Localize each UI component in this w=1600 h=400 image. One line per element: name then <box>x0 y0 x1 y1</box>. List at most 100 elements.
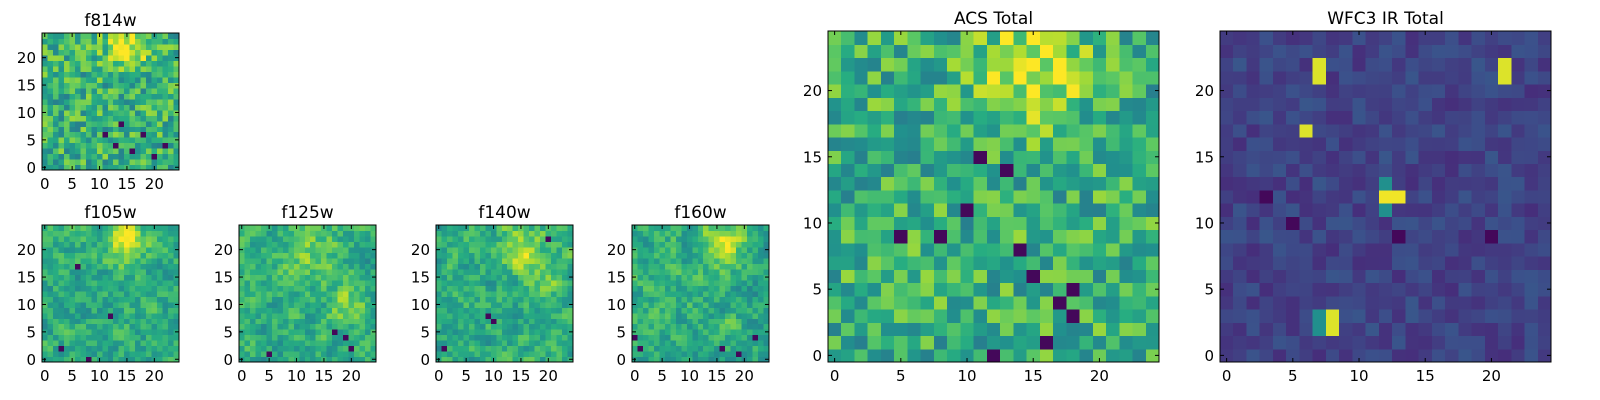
heatmap-cell <box>1066 70 1081 85</box>
heatmap-cell <box>1026 216 1041 231</box>
heatmap-cell <box>1000 335 1014 350</box>
heatmap-cell <box>124 104 131 111</box>
heatmap-cell <box>529 340 536 347</box>
heatmap-cell <box>58 148 65 155</box>
heatmap-cell <box>118 126 125 133</box>
heatmap-cell <box>157 164 164 171</box>
heatmap-cell <box>348 290 355 297</box>
heatmap-cell <box>1524 335 1539 350</box>
heatmap-cell <box>80 290 87 297</box>
heatmap-cell <box>277 263 284 270</box>
heatmap-cell <box>960 70 975 85</box>
heatmap-cell <box>1119 282 1134 297</box>
heatmap-cell <box>457 312 464 319</box>
heatmap-cell <box>534 230 541 237</box>
heatmap-cell <box>752 252 759 259</box>
heatmap-cell <box>1039 282 1054 297</box>
heatmap-cell <box>485 274 492 281</box>
heatmap-cell <box>441 235 448 243</box>
heatmap-cell <box>648 268 655 275</box>
heatmap-cell <box>1498 189 1512 204</box>
heatmap-cell <box>632 252 639 259</box>
heatmap-cell <box>708 296 715 303</box>
heatmap-cell <box>151 49 158 56</box>
heatmap-cell <box>686 296 693 303</box>
heatmap-cell <box>529 329 536 336</box>
heatmap-cell <box>80 142 87 149</box>
heatmap-cell <box>96 115 103 122</box>
heatmap-cell <box>332 307 339 314</box>
heatmap-cell <box>304 285 311 292</box>
heatmap-cell <box>1418 242 1433 257</box>
heatmap-cell <box>140 131 147 138</box>
heatmap-cell <box>1039 242 1054 257</box>
heatmap-cell <box>534 312 541 319</box>
heatmap-cell <box>370 340 377 347</box>
heatmap-cell <box>463 290 470 297</box>
heatmap-cell <box>1053 335 1067 350</box>
heatmap-cell <box>490 329 497 336</box>
heatmap-cell <box>1039 229 1054 244</box>
heatmap-cell <box>96 137 103 144</box>
heatmap-cell <box>659 312 666 319</box>
heatmap-cell <box>52 290 60 297</box>
heatmap-cell <box>1484 229 1499 244</box>
heatmap-cell <box>107 87 114 94</box>
heatmap-cell <box>714 268 721 275</box>
heatmap-cell <box>244 246 251 253</box>
heatmap-cell <box>168 115 175 122</box>
heatmap-cell <box>162 351 169 358</box>
heatmap-cell <box>304 230 311 237</box>
heatmap-cell <box>1458 176 1473 191</box>
heatmap-cell <box>485 329 492 336</box>
heatmap-cell <box>282 246 289 253</box>
heatmap-cell <box>1145 31 1160 45</box>
heatmap-cell <box>664 225 671 232</box>
heatmap-cell <box>725 345 732 352</box>
heatmap-cell <box>310 230 317 237</box>
heatmap-cell <box>1471 242 1486 257</box>
heatmap-cell <box>260 252 267 259</box>
heatmap-cell <box>730 252 737 259</box>
heatmap-cell <box>1352 83 1367 98</box>
heatmap-cell <box>162 257 169 264</box>
heatmap-cell <box>162 82 169 89</box>
heatmap-cell <box>1272 229 1287 244</box>
y-tick-label: 20 <box>17 49 36 67</box>
heatmap-cell <box>518 345 525 352</box>
heatmap-cell <box>332 252 339 259</box>
heatmap-cell <box>102 345 109 352</box>
heatmap-cell <box>146 296 153 303</box>
heatmap-cell <box>91 49 98 56</box>
heatmap-cell <box>80 285 87 292</box>
heatmap-cell <box>1484 150 1499 164</box>
heatmap-cell <box>686 301 693 308</box>
heatmap-cell <box>1013 150 1028 164</box>
heatmap-cell <box>708 241 715 248</box>
heatmap-cell <box>244 323 251 330</box>
heatmap-cell <box>266 301 273 308</box>
heatmap-cell <box>343 274 350 281</box>
heatmap-cell <box>321 263 328 270</box>
heatmap-cell <box>1132 216 1147 231</box>
heatmap-cell <box>512 323 519 330</box>
heatmap-cell <box>135 43 142 51</box>
heatmap-cell <box>1511 309 1526 323</box>
heatmap-cell <box>151 137 158 144</box>
heatmap-cell <box>1325 97 1340 112</box>
heatmap-cell <box>1119 110 1134 125</box>
heatmap-cell <box>670 345 677 352</box>
heatmap-cell <box>282 323 289 330</box>
heatmap-cell <box>107 76 114 83</box>
heatmap-cell <box>69 38 76 45</box>
heatmap-cell <box>562 279 569 286</box>
heatmap-cell <box>348 329 355 336</box>
heatmap-cell <box>719 241 726 248</box>
heatmap-cell <box>173 307 180 314</box>
heatmap-cell <box>343 345 350 352</box>
heatmap-cell <box>752 290 759 297</box>
heatmap-cell <box>135 115 142 122</box>
heatmap-cell <box>1325 150 1340 164</box>
heatmap-cell <box>52 323 60 330</box>
heatmap-cell <box>986 163 1001 178</box>
